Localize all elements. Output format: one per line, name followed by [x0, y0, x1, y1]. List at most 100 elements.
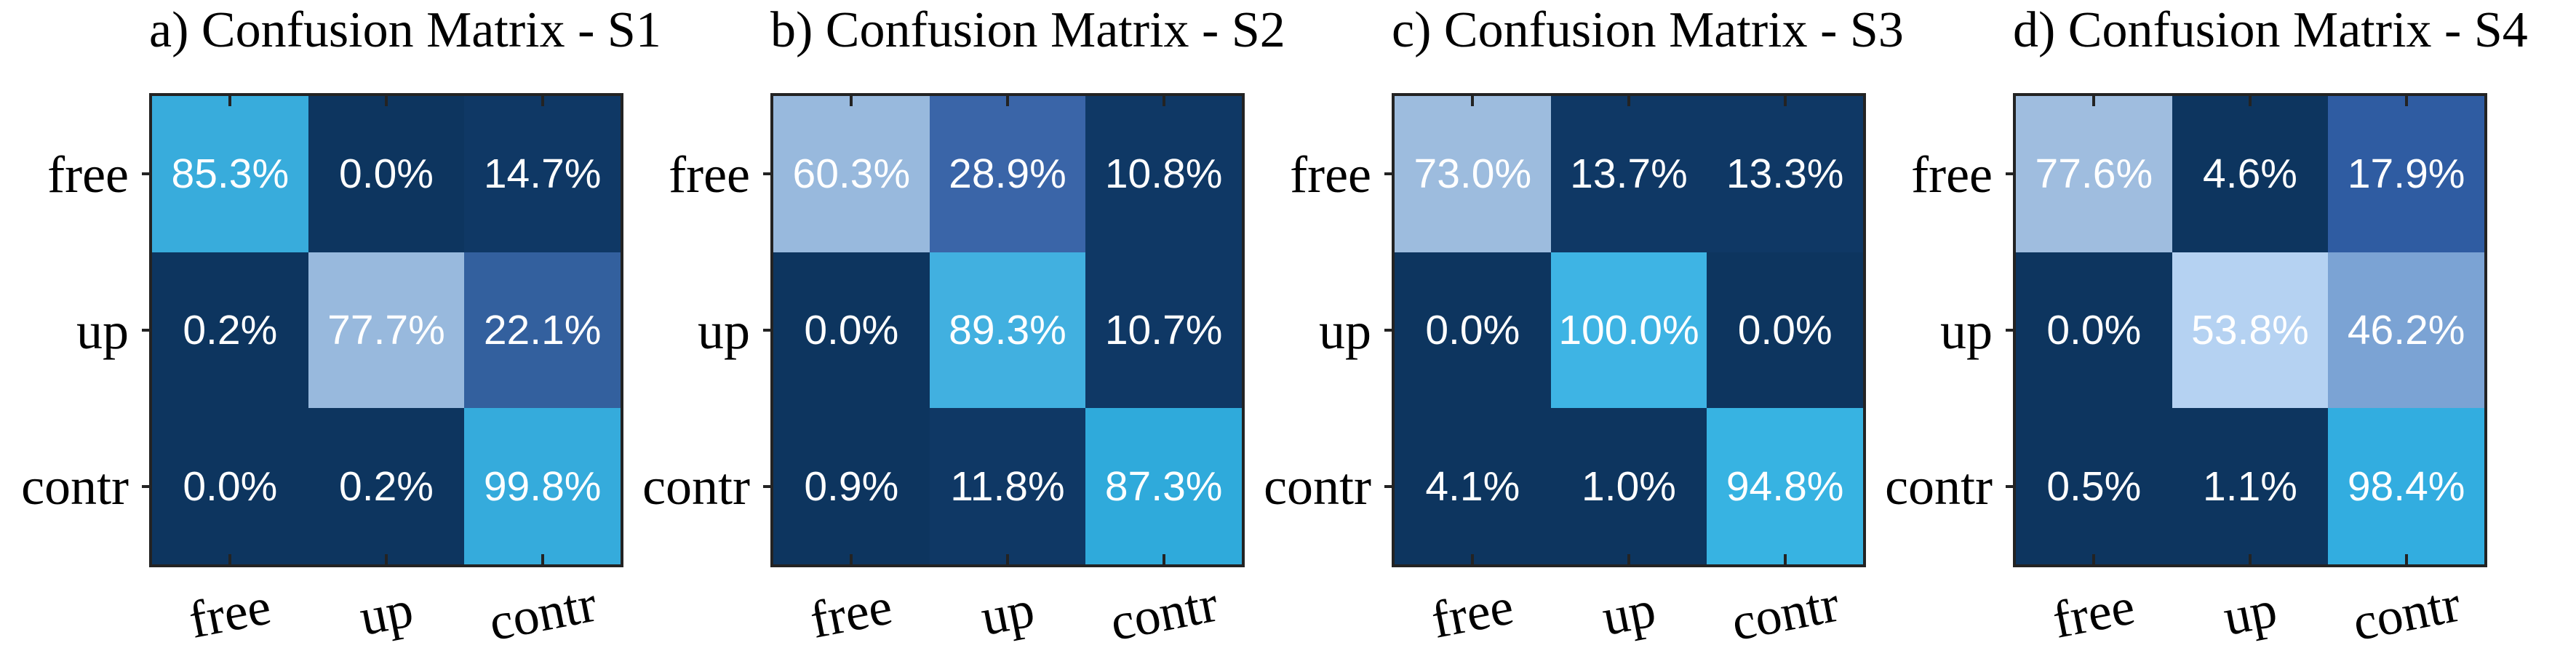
panel-s2: b) Confusion Matrix - S2 free up contr 6… — [621, 0, 1285, 656]
col-label: free — [805, 577, 897, 649]
matrix-cell: 0.0% — [2016, 252, 2172, 409]
axis-tick-x — [1471, 554, 1474, 564]
matrix-cells: 73.0% 13.7% 13.3% 0.0% 100.0% 0.0% 4.1% … — [1395, 96, 1863, 564]
col-label: free — [2048, 577, 2140, 649]
matrix-cell: 77.7% — [308, 252, 465, 409]
matrix-cell: 99.8% — [464, 408, 621, 564]
matrix-cell: 100.0% — [1550, 252, 1707, 409]
col-label: up — [355, 579, 418, 647]
axis-tick-y — [142, 485, 151, 488]
col-label: up — [1598, 579, 1660, 647]
row-label: up — [76, 302, 129, 360]
panel-s4: d) Confusion Matrix - S4 free up contr 7… — [1864, 0, 2528, 656]
axis-tick-x — [1163, 96, 1165, 106]
axis-tick-x — [385, 554, 388, 564]
row-label: contr — [21, 457, 129, 516]
row-label: contr — [1885, 457, 1993, 516]
axis-tick-x — [2249, 554, 2252, 564]
row-label: up — [1319, 302, 1371, 360]
axis-tick-x — [850, 96, 853, 106]
matrix-cell: 53.8% — [2172, 252, 2329, 409]
axis-tick-y — [763, 485, 772, 488]
axis-tick-x — [541, 554, 544, 564]
panel-s3: c) Confusion Matrix - S3 free up contr 7… — [1243, 0, 1904, 656]
axis-tick-x — [228, 554, 231, 564]
row-label: free — [669, 145, 750, 204]
axis-tick-y — [763, 172, 772, 175]
matrix-cell: 10.7% — [1085, 252, 1242, 409]
matrix-cell: 28.9% — [929, 96, 1086, 252]
matrix-cell: 0.0% — [308, 96, 465, 252]
matrix-grid: 60.3% 28.9% 10.8% 0.0% 89.3% 10.7% 0.9% … — [763, 93, 1245, 567]
row-label: contr — [1264, 457, 1371, 516]
matrix-cell: 46.2% — [2328, 252, 2484, 409]
axis-tick-x — [1163, 554, 1165, 564]
matrix-cell: 98.4% — [2328, 408, 2484, 564]
axis-tick-x — [2405, 96, 2408, 106]
axis-tick-x — [1471, 96, 1474, 106]
axis-tick-x — [2405, 554, 2408, 564]
axis-tick-x — [2249, 96, 2252, 106]
axis-tick-x — [385, 96, 388, 106]
axis-tick-y — [1384, 329, 1393, 332]
matrix-cell: 17.9% — [2328, 96, 2484, 252]
matrix-cell: 94.8% — [1707, 408, 1863, 564]
axis-tick-x — [228, 96, 231, 106]
col-label: contr — [484, 574, 602, 652]
panel-title: d) Confusion Matrix - S4 — [2013, 2, 2528, 58]
matrix-cell: 0.0% — [1395, 252, 1551, 409]
matrix-cell: 14.7% — [464, 96, 621, 252]
axis-tick-y — [142, 329, 151, 332]
row-label: up — [1940, 302, 1993, 360]
matrix-cell: 22.1% — [464, 252, 621, 409]
axis-tick-x — [541, 96, 544, 106]
row-label: free — [1290, 145, 1371, 204]
axis-tick-y — [2006, 485, 2014, 488]
matrix-cell: 1.0% — [1550, 408, 1707, 564]
matrix-cell: 87.3% — [1085, 408, 1242, 564]
panel-title: b) Confusion Matrix - S2 — [770, 2, 1285, 58]
col-label: contr — [1105, 574, 1223, 652]
axis-tick-x — [850, 554, 853, 564]
matrix-cell: 13.3% — [1707, 96, 1863, 252]
matrix-cell: 0.2% — [308, 408, 465, 564]
col-label: contr — [1726, 574, 1844, 652]
matrix-cell: 0.2% — [152, 252, 308, 409]
axis-tick-y — [763, 329, 772, 332]
col-label: up — [2219, 579, 2281, 647]
matrix-cells: 77.6% 4.6% 17.9% 0.0% 53.8% 46.2% 0.5% 1… — [2016, 96, 2484, 564]
axis-tick-y — [1384, 172, 1393, 175]
axis-tick-x — [2092, 96, 2095, 106]
matrix-cell: 4.1% — [1395, 408, 1551, 564]
matrix-cell: 0.5% — [2016, 408, 2172, 564]
col-label: contr — [2348, 574, 2465, 652]
matrix-cell: 85.3% — [152, 96, 308, 252]
panel-title: c) Confusion Matrix - S3 — [1392, 2, 1904, 58]
axis-tick-x — [1784, 554, 1787, 564]
col-label: free — [1427, 577, 1518, 649]
matrix-cell: 73.0% — [1395, 96, 1551, 252]
matrix-grid: 85.3% 0.0% 14.7% 0.2% 77.7% 22.1% 0.0% 0… — [142, 93, 623, 567]
axis-tick-x — [2092, 554, 2095, 564]
axis-tick-y — [142, 172, 151, 175]
matrix-grid: 73.0% 13.7% 13.3% 0.0% 100.0% 0.0% 4.1% … — [1384, 93, 1866, 567]
matrix-cell: 0.0% — [152, 408, 308, 564]
row-label: up — [698, 302, 750, 360]
col-label: free — [184, 577, 276, 649]
matrix-cell: 13.7% — [1550, 96, 1707, 252]
matrix-cell: 60.3% — [773, 96, 930, 252]
axis-tick-y — [2006, 172, 2014, 175]
matrix-cell: 10.8% — [1085, 96, 1242, 252]
axis-tick-x — [1006, 96, 1009, 106]
matrix-cell: 4.6% — [2172, 96, 2329, 252]
matrix-cells: 60.3% 28.9% 10.8% 0.0% 89.3% 10.7% 0.9% … — [773, 96, 1242, 564]
axis-tick-x — [1006, 554, 1009, 564]
panel-s1: a) Confusion Matrix - S1 free up contr 8… — [0, 0, 661, 656]
matrix-cell: 0.0% — [1707, 252, 1863, 409]
matrix-cell: 0.9% — [773, 408, 930, 564]
col-label: up — [976, 579, 1039, 647]
matrix-cell: 1.1% — [2172, 408, 2329, 564]
axis-tick-x — [1784, 96, 1787, 106]
axis-tick-y — [1384, 485, 1393, 488]
